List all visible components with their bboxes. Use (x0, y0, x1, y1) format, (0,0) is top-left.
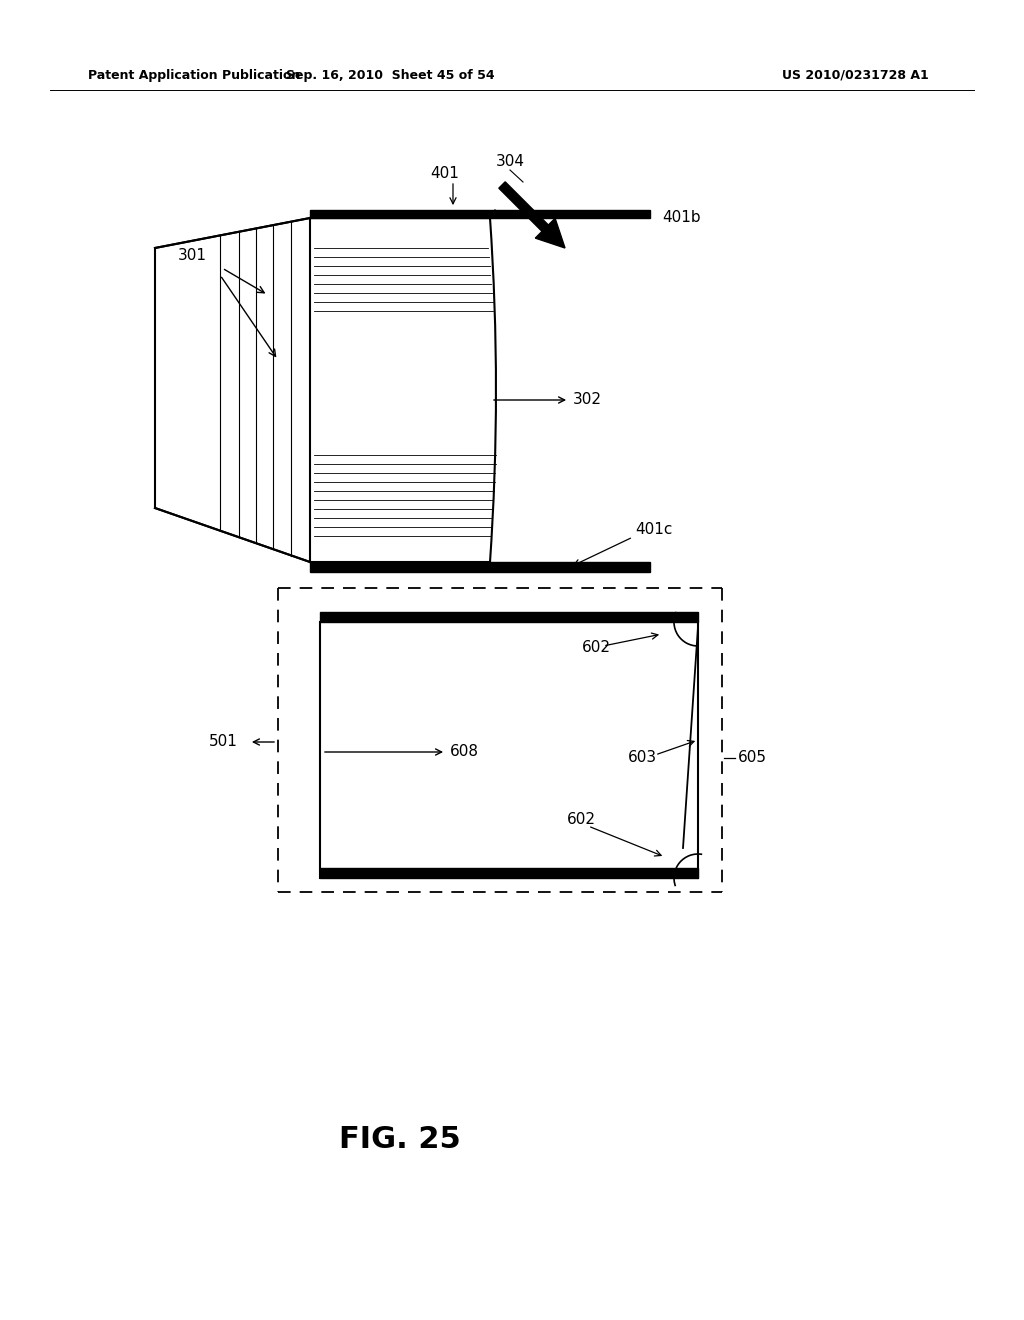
Text: 302: 302 (573, 392, 602, 408)
Text: 304: 304 (496, 154, 524, 169)
Text: 608: 608 (450, 744, 479, 759)
Text: 603: 603 (628, 751, 657, 766)
Text: US 2010/0231728 A1: US 2010/0231728 A1 (781, 69, 929, 82)
Text: FIG. 25: FIG. 25 (339, 1126, 461, 1155)
Text: Patent Application Publication: Patent Application Publication (88, 69, 300, 82)
Bar (319, 612, 698, 622)
Text: 401: 401 (430, 165, 460, 181)
Text: 401c: 401c (635, 523, 673, 537)
Text: 605: 605 (738, 751, 767, 766)
Text: 602: 602 (582, 640, 611, 656)
Text: Sep. 16, 2010  Sheet 45 of 54: Sep. 16, 2010 Sheet 45 of 54 (286, 69, 495, 82)
Text: 401b: 401b (662, 210, 700, 226)
Text: 501: 501 (209, 734, 238, 750)
Text: 602: 602 (567, 813, 596, 828)
Bar (319, 869, 698, 878)
FancyArrow shape (499, 182, 565, 248)
Bar (310, 210, 650, 218)
Text: 301: 301 (177, 248, 207, 263)
Bar (310, 562, 650, 572)
